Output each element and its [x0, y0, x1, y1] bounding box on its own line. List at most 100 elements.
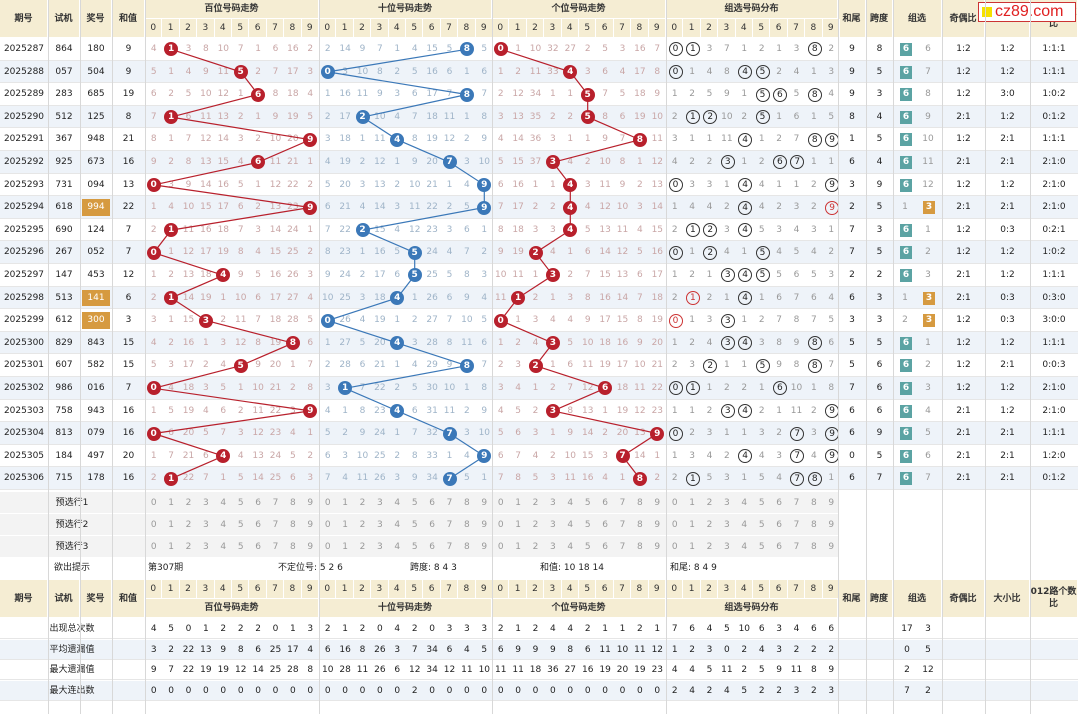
- preselect-digit[interactable]: 1: [515, 498, 521, 508]
- preselect-digit[interactable]: 2: [185, 542, 192, 552]
- preselect-digit[interactable]: 3: [377, 498, 383, 508]
- preselect-digit[interactable]: 3: [377, 520, 383, 530]
- preselect-digit[interactable]: 2: [706, 542, 713, 552]
- preselect-digit[interactable]: 0: [497, 498, 504, 508]
- preselect-digit[interactable]: 8: [811, 520, 817, 530]
- preselect-digit[interactable]: 5: [758, 520, 765, 530]
- preselect-digit[interactable]: 4: [220, 542, 227, 552]
- preselect-digit[interactable]: 9: [481, 520, 488, 530]
- preselect-digit[interactable]: 8: [811, 542, 817, 552]
- preselect-digit[interactable]: 1: [515, 542, 521, 552]
- preselect-digit[interactable]: 6: [602, 520, 608, 530]
- preselect-digit[interactable]: 7: [272, 520, 279, 530]
- preselect-digit[interactable]: 0: [671, 520, 678, 530]
- preselect-digit[interactable]: 8: [637, 520, 643, 530]
- preselect-digit[interactable]: 0: [671, 542, 678, 552]
- preselect-digit[interactable]: 5: [237, 498, 244, 508]
- preselect-digit[interactable]: 6: [602, 498, 608, 508]
- preselect-digit[interactable]: 0: [150, 520, 157, 530]
- preselect-digit[interactable]: 7: [793, 498, 800, 508]
- preselect-digit[interactable]: 2: [359, 498, 366, 508]
- preselect-digit[interactable]: 3: [203, 520, 209, 530]
- preselect-digit[interactable]: 5: [584, 542, 591, 552]
- preselect-digit[interactable]: 4: [567, 498, 574, 508]
- preselect-digit[interactable]: 7: [619, 498, 626, 508]
- preselect-digit[interactable]: 6: [255, 542, 261, 552]
- preselect-digit[interactable]: 7: [619, 542, 626, 552]
- preselect-digit[interactable]: 8: [464, 542, 470, 552]
- preselect-digit[interactable]: 0: [497, 542, 504, 552]
- preselect-digit[interactable]: 5: [237, 520, 244, 530]
- preselect-digit[interactable]: 9: [654, 498, 661, 508]
- preselect-digit[interactable]: 3: [550, 498, 556, 508]
- preselect-digit[interactable]: 8: [290, 520, 296, 530]
- preselect-digit[interactable]: 6: [776, 498, 782, 508]
- preselect-digit[interactable]: 3: [724, 498, 730, 508]
- preselect-digit[interactable]: 6: [602, 542, 608, 552]
- preselect-digit[interactable]: 7: [793, 520, 800, 530]
- preselect-digit[interactable]: 9: [307, 498, 314, 508]
- preselect-digit[interactable]: 1: [168, 542, 174, 552]
- preselect-digit[interactable]: 1: [342, 520, 348, 530]
- preselect-digit[interactable]: 0: [324, 520, 331, 530]
- preselect-digit[interactable]: 6: [429, 542, 435, 552]
- preselect-digit[interactable]: 6: [255, 498, 261, 508]
- preselect-digit[interactable]: 3: [724, 542, 730, 552]
- preselect-digit[interactable]: 1: [689, 520, 695, 530]
- preselect-digit[interactable]: 5: [411, 498, 418, 508]
- preselect-digit[interactable]: 3: [724, 520, 730, 530]
- preselect-digit[interactable]: 2: [706, 498, 713, 508]
- preselect-digit[interactable]: 1: [689, 498, 695, 508]
- preselect-digit[interactable]: 1: [342, 542, 348, 552]
- preselect-digit[interactable]: 2: [706, 520, 713, 530]
- preselect-digit[interactable]: 3: [550, 520, 556, 530]
- preselect-digit[interactable]: 4: [741, 542, 748, 552]
- preselect-digit[interactable]: 3: [203, 542, 209, 552]
- preselect-digit[interactable]: 2: [532, 498, 539, 508]
- preselect-digit[interactable]: 9: [307, 542, 314, 552]
- preselect-digit[interactable]: 6: [429, 498, 435, 508]
- preselect-digit[interactable]: 0: [150, 498, 157, 508]
- site-logo[interactable]: cz89.com: [978, 2, 1076, 22]
- preselect-digit[interactable]: 8: [637, 498, 643, 508]
- preselect-digit[interactable]: 1: [342, 498, 348, 508]
- preselect-digit[interactable]: 4: [741, 498, 748, 508]
- preselect-digit[interactable]: 2: [532, 520, 539, 530]
- preselect-digit[interactable]: 8: [290, 498, 296, 508]
- preselect-digit[interactable]: 4: [567, 520, 574, 530]
- preselect-digit[interactable]: 8: [464, 498, 470, 508]
- preselect-digit[interactable]: 4: [567, 542, 574, 552]
- preselect-digit[interactable]: 9: [307, 520, 314, 530]
- preselect-digit[interactable]: 9: [828, 520, 835, 530]
- preselect-digit[interactable]: 5: [758, 542, 765, 552]
- preselect-digit[interactable]: 0: [324, 498, 331, 508]
- preselect-digit[interactable]: 3: [377, 542, 383, 552]
- preselect-digit[interactable]: 1: [168, 520, 174, 530]
- preselect-digit[interactable]: 4: [394, 498, 401, 508]
- preselect-digit[interactable]: 5: [411, 542, 418, 552]
- preselect-digit[interactable]: 8: [290, 542, 296, 552]
- preselect-digit[interactable]: 7: [619, 520, 626, 530]
- preselect-digit[interactable]: 8: [811, 498, 817, 508]
- preselect-digit[interactable]: 3: [550, 542, 556, 552]
- preselect-digit[interactable]: 7: [446, 520, 453, 530]
- preselect-digit[interactable]: 1: [689, 542, 695, 552]
- preselect-digit[interactable]: 2: [185, 498, 192, 508]
- preselect-digit[interactable]: 6: [776, 542, 782, 552]
- preselect-digit[interactable]: 4: [220, 498, 227, 508]
- preselect-digit[interactable]: 5: [758, 498, 765, 508]
- preselect-digit[interactable]: 8: [464, 520, 470, 530]
- preselect-digit[interactable]: 3: [203, 498, 209, 508]
- preselect-digit[interactable]: 7: [272, 542, 279, 552]
- preselect-digit[interactable]: 1: [168, 498, 174, 508]
- preselect-digit[interactable]: 7: [446, 542, 453, 552]
- preselect-digit[interactable]: 9: [654, 542, 661, 552]
- preselect-digit[interactable]: 2: [185, 520, 192, 530]
- preselect-digit[interactable]: 1: [515, 520, 521, 530]
- preselect-digit[interactable]: 5: [237, 542, 244, 552]
- preselect-digit[interactable]: 9: [828, 542, 835, 552]
- preselect-digit[interactable]: 2: [532, 542, 539, 552]
- preselect-digit[interactable]: 2: [359, 520, 366, 530]
- preselect-digit[interactable]: 2: [359, 542, 366, 552]
- preselect-digit[interactable]: 9: [828, 498, 835, 508]
